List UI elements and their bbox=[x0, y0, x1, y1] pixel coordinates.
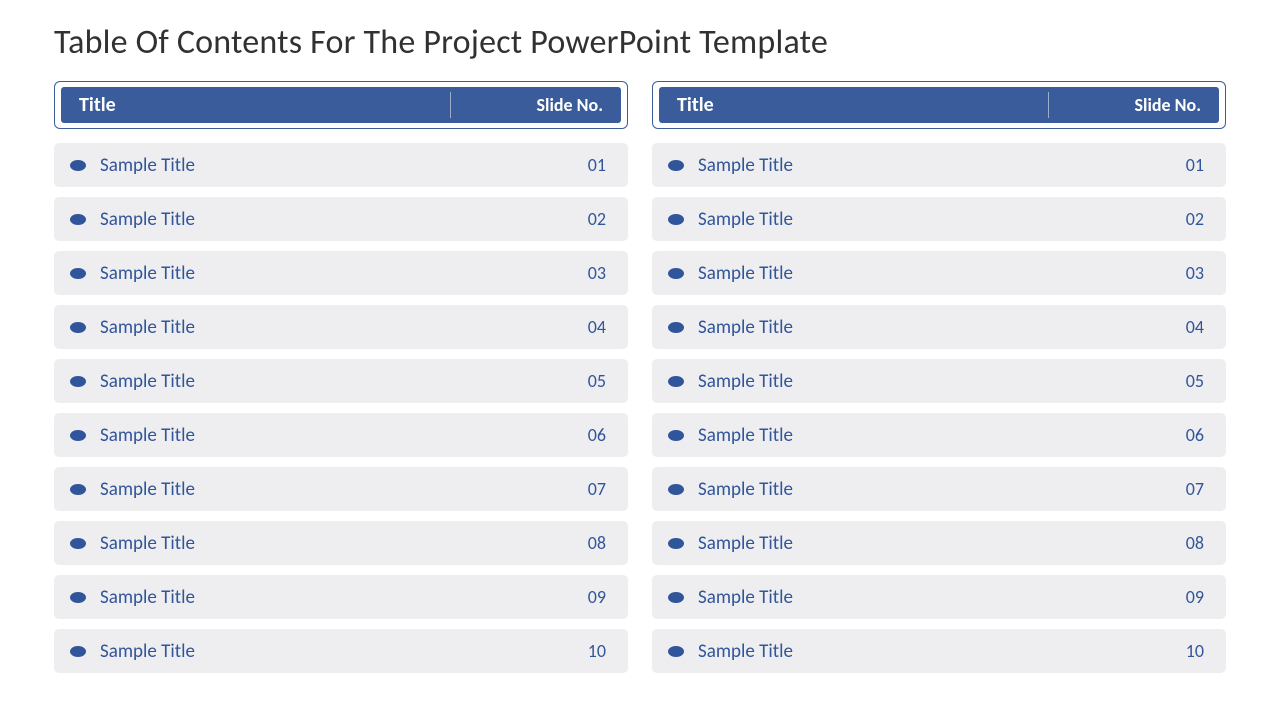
toc-row: Sample Title06 bbox=[54, 413, 628, 457]
toc-row: Sample Title02 bbox=[652, 197, 1226, 241]
toc-row-number: 07 bbox=[566, 478, 606, 500]
left-rows: Sample Title01Sample Title02Sample Title… bbox=[54, 143, 628, 673]
toc-row-number: 04 bbox=[1164, 316, 1204, 338]
right-header-title: Title bbox=[677, 93, 1051, 117]
toc-row-title: Sample Title bbox=[698, 532, 1164, 555]
bullet-icon bbox=[668, 322, 684, 333]
right-header-slide-no: Slide No. bbox=[1051, 94, 1201, 116]
toc-row: Sample Title09 bbox=[54, 575, 628, 619]
toc-row-number: 03 bbox=[566, 262, 606, 284]
bullet-icon bbox=[70, 268, 86, 279]
toc-row-number: 05 bbox=[566, 370, 606, 392]
toc-row-number: 10 bbox=[1164, 640, 1204, 662]
right-header-separator bbox=[1048, 92, 1049, 118]
toc-row: Sample Title03 bbox=[652, 251, 1226, 295]
bullet-icon bbox=[668, 430, 684, 441]
toc-row-title: Sample Title bbox=[698, 424, 1164, 447]
toc-row-title: Sample Title bbox=[100, 640, 566, 663]
bullet-icon bbox=[70, 592, 86, 603]
bullet-icon bbox=[70, 538, 86, 549]
left-column-header-inner: Title Slide No. bbox=[61, 87, 621, 123]
right-column-header: Title Slide No. bbox=[652, 81, 1226, 129]
bullet-icon bbox=[668, 484, 684, 495]
toc-row-number: 09 bbox=[1164, 586, 1204, 608]
toc-row-number: 10 bbox=[566, 640, 606, 662]
toc-row-title: Sample Title bbox=[100, 316, 566, 339]
bullet-icon bbox=[70, 214, 86, 225]
bullet-icon bbox=[668, 538, 684, 549]
toc-row-title: Sample Title bbox=[698, 154, 1164, 177]
toc-row: Sample Title02 bbox=[54, 197, 628, 241]
toc-row-title: Sample Title bbox=[698, 208, 1164, 231]
toc-row-number: 04 bbox=[566, 316, 606, 338]
toc-row: Sample Title07 bbox=[54, 467, 628, 511]
toc-row-number: 05 bbox=[1164, 370, 1204, 392]
toc-row-title: Sample Title bbox=[100, 532, 566, 555]
toc-row-number: 06 bbox=[1164, 424, 1204, 446]
left-column-header: Title Slide No. bbox=[54, 81, 628, 129]
toc-row: Sample Title04 bbox=[652, 305, 1226, 349]
toc-row: Sample Title01 bbox=[54, 143, 628, 187]
toc-row-title: Sample Title bbox=[100, 370, 566, 393]
toc-row: Sample Title03 bbox=[54, 251, 628, 295]
toc-row: Sample Title01 bbox=[652, 143, 1226, 187]
toc-row-title: Sample Title bbox=[100, 154, 566, 177]
toc-row-title: Sample Title bbox=[100, 424, 566, 447]
bullet-icon bbox=[70, 646, 86, 657]
page-title: Table Of Contents For The Project PowerP… bbox=[0, 0, 1280, 63]
bullet-icon bbox=[70, 430, 86, 441]
left-header-slide-no: Slide No. bbox=[453, 94, 603, 116]
columns-container: Title Slide No. Sample Title01Sample Tit… bbox=[0, 63, 1280, 673]
left-header-title: Title bbox=[79, 93, 453, 117]
bullet-icon bbox=[668, 268, 684, 279]
toc-row: Sample Title08 bbox=[54, 521, 628, 565]
toc-row: Sample Title04 bbox=[54, 305, 628, 349]
toc-row-title: Sample Title bbox=[100, 208, 566, 231]
toc-row-number: 09 bbox=[566, 586, 606, 608]
toc-row-title: Sample Title bbox=[698, 370, 1164, 393]
bullet-icon bbox=[668, 376, 684, 387]
toc-row: Sample Title06 bbox=[652, 413, 1226, 457]
bullet-icon bbox=[668, 592, 684, 603]
bullet-icon bbox=[70, 484, 86, 495]
bullet-icon bbox=[70, 376, 86, 387]
toc-row-number: 08 bbox=[1164, 532, 1204, 554]
right-rows: Sample Title01Sample Title02Sample Title… bbox=[652, 143, 1226, 673]
toc-row-title: Sample Title bbox=[698, 478, 1164, 501]
toc-row-title: Sample Title bbox=[100, 586, 566, 609]
right-column-header-inner: Title Slide No. bbox=[659, 87, 1219, 123]
toc-row: Sample Title07 bbox=[652, 467, 1226, 511]
toc-row-number: 03 bbox=[1164, 262, 1204, 284]
bullet-icon bbox=[668, 214, 684, 225]
toc-row-number: 02 bbox=[566, 208, 606, 230]
right-column: Title Slide No. Sample Title01Sample Tit… bbox=[652, 81, 1226, 673]
bullet-icon bbox=[70, 160, 86, 171]
bullet-icon bbox=[668, 646, 684, 657]
left-column: Title Slide No. Sample Title01Sample Tit… bbox=[54, 81, 628, 673]
left-header-separator bbox=[450, 92, 451, 118]
toc-row-title: Sample Title bbox=[698, 316, 1164, 339]
bullet-icon bbox=[70, 322, 86, 333]
toc-row: Sample Title09 bbox=[652, 575, 1226, 619]
toc-row: Sample Title05 bbox=[54, 359, 628, 403]
toc-row-number: 01 bbox=[1164, 154, 1204, 176]
toc-row: Sample Title05 bbox=[652, 359, 1226, 403]
toc-row-title: Sample Title bbox=[698, 262, 1164, 285]
toc-row-number: 08 bbox=[566, 532, 606, 554]
toc-row: Sample Title10 bbox=[54, 629, 628, 673]
toc-row-title: Sample Title bbox=[698, 640, 1164, 663]
toc-row: Sample Title08 bbox=[652, 521, 1226, 565]
toc-row: Sample Title10 bbox=[652, 629, 1226, 673]
toc-row-number: 07 bbox=[1164, 478, 1204, 500]
toc-row-number: 06 bbox=[566, 424, 606, 446]
toc-row-title: Sample Title bbox=[100, 478, 566, 501]
bullet-icon bbox=[668, 160, 684, 171]
toc-row-number: 02 bbox=[1164, 208, 1204, 230]
toc-row-title: Sample Title bbox=[100, 262, 566, 285]
toc-row-title: Sample Title bbox=[698, 586, 1164, 609]
toc-row-number: 01 bbox=[566, 154, 606, 176]
